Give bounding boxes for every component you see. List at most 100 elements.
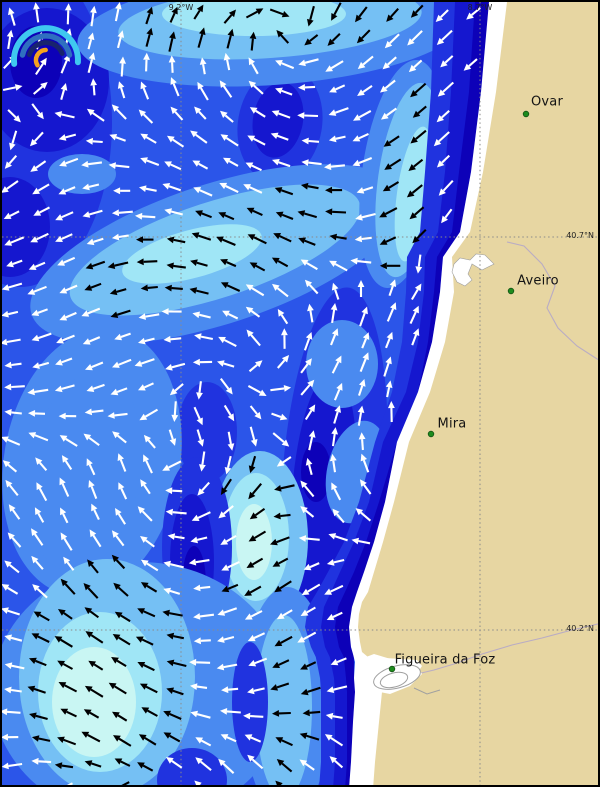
- current-arrow: [2, 708, 21, 716]
- current-arrow: [247, 135, 266, 146]
- contour-blob: [157, 748, 227, 785]
- current-arrow: [247, 632, 266, 642]
- current-arrow: [222, 310, 239, 320]
- current-arrow: [221, 583, 239, 593]
- current-arrow: [138, 313, 160, 320]
- current-arrow: [356, 29, 371, 44]
- contour-blob: [122, 224, 262, 284]
- current-arrow: [91, 503, 100, 521]
- current-arrow: [111, 657, 127, 668]
- current-arrow: [271, 412, 288, 421]
- current-arrow: [86, 108, 105, 122]
- current-arrow: [57, 660, 74, 670]
- current-arrow: [197, 481, 210, 496]
- current-arrow: [298, 84, 316, 91]
- current-arrow: [388, 401, 395, 423]
- rivers-layer: [416, 241, 598, 675]
- current-arrow: [245, 162, 262, 172]
- current-arrow: [276, 609, 293, 620]
- current-arrow: [199, 451, 206, 472]
- current-arrow: [360, 453, 370, 473]
- current-arrow: [85, 361, 104, 371]
- current-arrow: [441, 208, 453, 224]
- current-arrow: [82, 336, 101, 345]
- current-arrow: [192, 358, 213, 366]
- current-arrow: [112, 358, 132, 368]
- current-arrow: [275, 60, 295, 70]
- river-line: [416, 623, 598, 675]
- arcs-logo: [10, 25, 81, 68]
- city-label-figueira-da-foz: Figueira da Foz: [394, 652, 496, 668]
- grid-label-latitude-402n: 40.2°N: [566, 624, 594, 633]
- current-arrow: [326, 685, 348, 693]
- current-arrow: [219, 182, 239, 194]
- estuary-channel-tail: [413, 687, 441, 695]
- current-arrow: [244, 734, 262, 743]
- current-arrow: [145, 6, 154, 25]
- grid-label-latitude-407n: 40.7°N: [566, 231, 594, 240]
- current-arrow: [328, 533, 348, 542]
- current-arrow: [193, 4, 204, 20]
- current-arrow: [140, 479, 151, 495]
- current-arrow: [83, 583, 99, 599]
- current-arrow: [249, 507, 266, 520]
- contour-blob: [177, 382, 237, 482]
- current-arrow: [196, 381, 203, 400]
- current-arrow: [298, 237, 316, 246]
- current-arrow: [281, 328, 288, 349]
- current-arrow: [274, 635, 293, 647]
- current-arrow: [247, 234, 267, 245]
- contour-blob: [162, 2, 346, 36]
- current-arrow: [30, 232, 49, 243]
- current-arrow: [54, 384, 75, 393]
- current-arrow: [410, 82, 427, 98]
- current-arrow: [270, 385, 292, 392]
- current-arrow: [165, 508, 187, 516]
- current-arrow: [299, 732, 320, 741]
- current-arrow: [270, 682, 290, 691]
- current-arrow: [85, 631, 104, 644]
- current-arrow: [324, 734, 344, 747]
- current-arrow: [27, 685, 46, 694]
- current-arrow: [89, 529, 102, 548]
- current-arrow: [248, 455, 257, 474]
- current-arrow: [59, 435, 78, 447]
- current-arrow: [66, 782, 73, 785]
- current-arrow: [28, 410, 46, 417]
- current-arrow: [329, 453, 337, 473]
- current-arrow: [357, 85, 373, 96]
- current-arrow: [272, 159, 291, 168]
- current-arrow: [221, 560, 240, 571]
- current-arrow: [227, 431, 235, 451]
- current-arrow: [438, 179, 454, 196]
- current-arrow: [82, 183, 100, 191]
- current-arrow: [301, 137, 320, 145]
- current-arrow: [162, 183, 182, 192]
- current-arrow: [297, 631, 317, 643]
- current-arrow: [118, 482, 128, 500]
- current-arrow: [300, 379, 315, 396]
- current-arrow: [60, 532, 73, 551]
- current-arrow: [383, 135, 400, 147]
- current-arrow: [249, 107, 266, 118]
- current-arrow: [409, 305, 419, 325]
- current-arrow: [31, 308, 48, 316]
- current-arrow: [168, 429, 177, 446]
- estuary-layer: [358, 654, 441, 695]
- current-arrow: [333, 382, 343, 401]
- current-arrow: [436, 154, 451, 168]
- current-arrow: [87, 32, 95, 50]
- current-arrow: [58, 412, 77, 420]
- current-arrow: [193, 613, 215, 620]
- current-arrow: [169, 6, 178, 23]
- current-arrow: [111, 209, 133, 217]
- current-arrow: [190, 536, 208, 544]
- estuary-channel-loop: [379, 671, 409, 689]
- current-arrow: [4, 409, 22, 416]
- current-arrow: [407, 30, 423, 46]
- current-arrow: [2, 310, 19, 318]
- current-arrow: [81, 307, 101, 317]
- current-arrow: [108, 162, 130, 169]
- current-arrow: [357, 55, 374, 69]
- current-arrow: [189, 287, 209, 295]
